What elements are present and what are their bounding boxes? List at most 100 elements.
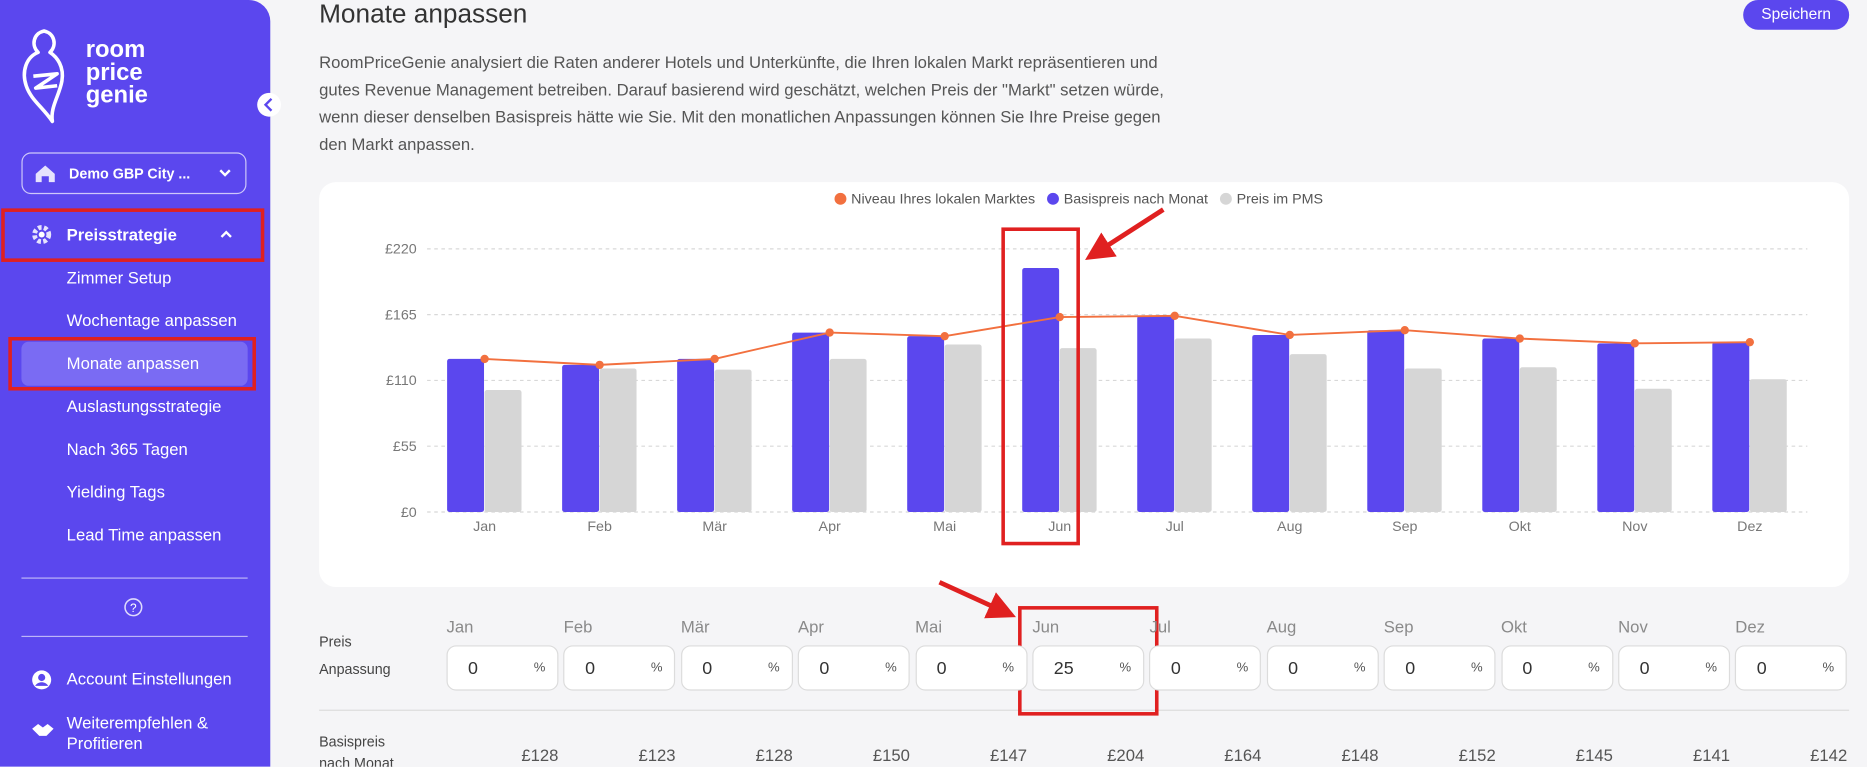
legend-marker [834, 192, 847, 205]
base-price: £164 [1224, 745, 1262, 765]
adjustment-input[interactable]: 0% [680, 645, 793, 691]
unit: % [1353, 660, 1366, 676]
legend-marker [1219, 192, 1232, 205]
menu-item[interactable]: Auslastungsstrategie [66, 396, 222, 416]
arrow [938, 580, 1016, 619]
adjustment-value: 0 [819, 658, 830, 679]
x-tick-label: Okt [1509, 519, 1531, 535]
bar [1252, 334, 1290, 512]
logo-text: price [85, 59, 143, 86]
menu-item[interactable]: Nach 365 Tagen [66, 439, 188, 459]
line-point [940, 332, 949, 341]
x-tick-label: Nov [1622, 519, 1648, 535]
base-price: £128 [755, 745, 793, 765]
bar [1404, 368, 1442, 512]
bar [1367, 330, 1405, 512]
chevron [219, 169, 231, 177]
description: RoomPriceGenie analysiert die Raten ande… [319, 52, 1164, 154]
line-point [1285, 330, 1294, 340]
sidebar: room price genie Demo GBP City ... Preis… [0, 0, 271, 767]
adjustment-input[interactable]: 0% [1735, 645, 1848, 691]
bar [1712, 342, 1750, 512]
bar [1174, 338, 1212, 512]
adjustment-input[interactable]: 0% [1149, 645, 1262, 691]
bar [599, 368, 637, 512]
bar [944, 344, 982, 512]
month-header: Mai [915, 616, 943, 636]
base-price: £142 [1810, 745, 1848, 765]
menu-section[interactable]: Preisstrategie [66, 225, 177, 245]
y-tick-label: £55 [393, 439, 417, 455]
month-header: Feb [563, 616, 593, 636]
month-header: Okt [1500, 616, 1527, 636]
month-header: Jan [446, 616, 474, 636]
month-header: Jun [1032, 616, 1060, 636]
adjustment-input[interactable]: 0% [797, 645, 910, 691]
bar [792, 332, 830, 512]
y-tick-label: £0 [401, 505, 417, 521]
unit: % [1002, 660, 1014, 676]
svg-text:?: ? [130, 601, 137, 615]
chart: £0 £55 £110 £165 £220 Jan Feb Mär Apr Mai Jun Jul Au… [385, 192, 1808, 535]
logo-icon [22, 29, 65, 124]
adjustment-input[interactable]: 0% [1618, 645, 1731, 691]
x-tick-label: Aug [1277, 519, 1302, 535]
bar [1634, 388, 1672, 512]
logo-text: room [85, 36, 146, 64]
line-point [710, 354, 719, 364]
line-point [825, 328, 834, 337]
x-tick-label: Jun [1048, 519, 1071, 535]
month-header: Dez [1735, 616, 1765, 636]
menu-item[interactable]: Yielding Tags [66, 482, 165, 502]
adjustment-input[interactable]: 0% [1266, 645, 1379, 691]
adjustment-input[interactable]: 0% [1500, 645, 1613, 691]
save-button[interactable]: Speichern [1743, 0, 1850, 30]
base-price: £148 [1341, 745, 1379, 765]
handshake-icon [32, 723, 54, 736]
month-header: Apr [797, 616, 824, 636]
bar [484, 389, 522, 512]
active-item-bg [21, 341, 248, 386]
legend-label: Niveau Ihres lokalen Marktes [851, 192, 1035, 208]
x-tick-label: Sep [1392, 519, 1417, 535]
unit: % [1470, 660, 1483, 676]
x-tick-label: Jul [1166, 519, 1184, 535]
bar [714, 369, 752, 512]
divider [21, 635, 248, 638]
adjustment-input[interactable]: 25% [1032, 645, 1145, 691]
footer-item[interactable]: Account Einstellungen [66, 669, 232, 689]
footer-item[interactable]: Weiterempfehlen & Profitieren [66, 713, 209, 753]
collapse-button[interactable] [257, 92, 282, 117]
help-icon[interactable]: ? [124, 598, 143, 617]
y-tick-label: £110 [386, 373, 417, 389]
menu-item[interactable]: Wochentage anpassen [66, 310, 237, 330]
adjustment-value: 0 [1639, 658, 1650, 679]
line-point [1400, 326, 1409, 335]
adjustment-input[interactable]: 0% [563, 645, 676, 691]
adjustment-value: 0 [1170, 658, 1181, 679]
unit: % [650, 660, 663, 676]
property-select[interactable]: Demo GBP City ... [21, 152, 247, 195]
month-header: Jul [1149, 616, 1171, 636]
unit: % [1236, 660, 1249, 676]
menu-item[interactable]: Zimmer Setup [66, 267, 172, 287]
logo-text: genie [85, 82, 148, 109]
page-title: Monate anpassen [319, 0, 528, 29]
line-point [1515, 334, 1524, 343]
unit: % [1119, 660, 1132, 676]
adjustment-input[interactable]: 0% [1383, 645, 1496, 691]
menu-item[interactable]: Monate anpassen [66, 353, 200, 373]
line-point [1630, 339, 1639, 348]
menu-item[interactable]: Lead Time anpassen [66, 525, 222, 545]
unit: % [1822, 660, 1835, 676]
legend-marker [1047, 192, 1059, 205]
bar [447, 358, 485, 512]
highlight-box [8, 336, 256, 391]
x-tick-label: Jan [473, 519, 496, 535]
bar [1749, 379, 1787, 512]
x-tick-label: Mär [702, 519, 727, 535]
adjustment-input[interactable]: 0% [915, 645, 1028, 691]
bar [677, 358, 715, 512]
adjustment-input[interactable]: 0% [446, 645, 559, 691]
